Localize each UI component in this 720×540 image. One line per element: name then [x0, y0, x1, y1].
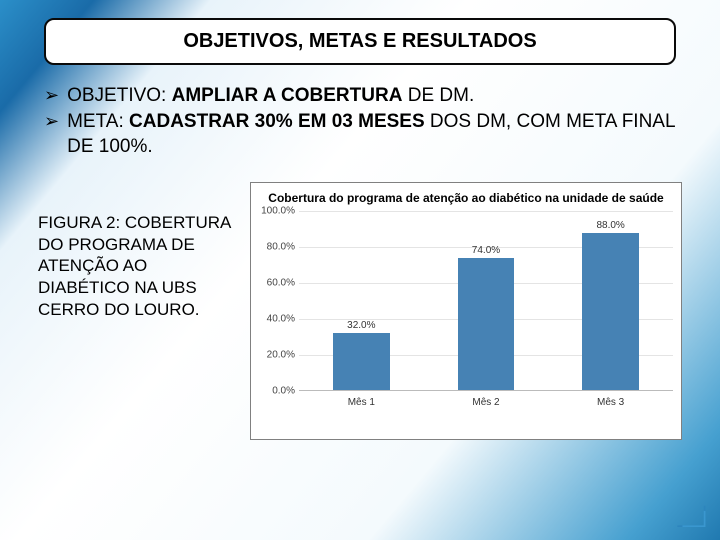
- y-tick: 0.0%: [272, 386, 295, 397]
- page-title: OBJETIVOS, METAS E RESULTADOS: [183, 30, 536, 52]
- y-tick: 20.0%: [267, 350, 295, 361]
- y-tick: 100.0%: [261, 206, 295, 217]
- y-tick: 60.0%: [267, 278, 295, 289]
- bullet-item: ➢ META: CADASTRAR 30% EM 03 MESES DOS DM…: [44, 109, 682, 160]
- bar-value-label: 32.0%: [347, 320, 375, 331]
- bar-column: 32.0%: [313, 211, 410, 390]
- chart-title: Cobertura do programa de atenção ao diab…: [259, 191, 673, 205]
- bullet-list: ➢ OBJETIVO: AMPLIAR A COBERTURA DE DM. ➢…: [44, 83, 682, 160]
- bars-container: 32.0% 74.0% 88.0%: [299, 211, 673, 390]
- bullet-item: ➢ OBJETIVO: AMPLIAR A COBERTURA DE DM.: [44, 83, 682, 109]
- bullet-prefix: META:: [67, 111, 129, 132]
- bar-value-label: 74.0%: [472, 245, 500, 256]
- x-tick: Mês 3: [562, 397, 659, 408]
- content-row: FIGURA 2: COBERTURA DO PROGRAMA DE ATENÇ…: [38, 182, 682, 440]
- x-tick: Mês 2: [437, 397, 534, 408]
- slide: OBJETIVOS, METAS E RESULTADOS ➢ OBJETIVO…: [0, 0, 720, 540]
- bullet-prefix: OBJETIVO:: [67, 85, 172, 106]
- corner-decor-icon: [674, 502, 708, 530]
- bar: [582, 233, 638, 391]
- plot-wrap: 0.0% 20.0% 40.0% 60.0% 80.0% 100.0% 32.0…: [259, 211, 673, 391]
- bullet-suffix: DE DM.: [402, 85, 474, 106]
- bar: [333, 333, 389, 390]
- bullet-text: META: CADASTRAR 30% EM 03 MESES DOS DM, …: [67, 109, 682, 160]
- bar-value-label: 88.0%: [596, 220, 624, 231]
- bar-column: 74.0%: [437, 211, 534, 390]
- x-axis: Mês 1 Mês 2 Mês 3: [299, 397, 673, 408]
- bar: [458, 258, 514, 390]
- bullet-bold: CADASTRAR 30% EM 03 MESES: [129, 111, 425, 132]
- bullet-bold: AMPLIAR A COBERTURA: [172, 85, 403, 106]
- y-tick: 80.0%: [267, 242, 295, 253]
- x-tick: Mês 1: [313, 397, 410, 408]
- figure-caption: FIGURA 2: COBERTURA DO PROGRAMA DE ATENÇ…: [38, 182, 236, 440]
- y-axis: 0.0% 20.0% 40.0% 60.0% 80.0% 100.0%: [259, 211, 299, 391]
- bullet-glyph-icon: ➢: [44, 83, 59, 108]
- chart-panel: Cobertura do programa de atenção ao diab…: [250, 182, 682, 440]
- bar-column: 88.0%: [562, 211, 659, 390]
- page-title-box: OBJETIVOS, METAS E RESULTADOS: [44, 18, 676, 65]
- plot-area: 32.0% 74.0% 88.0%: [299, 211, 673, 391]
- bullet-glyph-icon: ➢: [44, 109, 59, 134]
- y-tick: 40.0%: [267, 314, 295, 325]
- bullet-text: OBJETIVO: AMPLIAR A COBERTURA DE DM.: [67, 83, 682, 109]
